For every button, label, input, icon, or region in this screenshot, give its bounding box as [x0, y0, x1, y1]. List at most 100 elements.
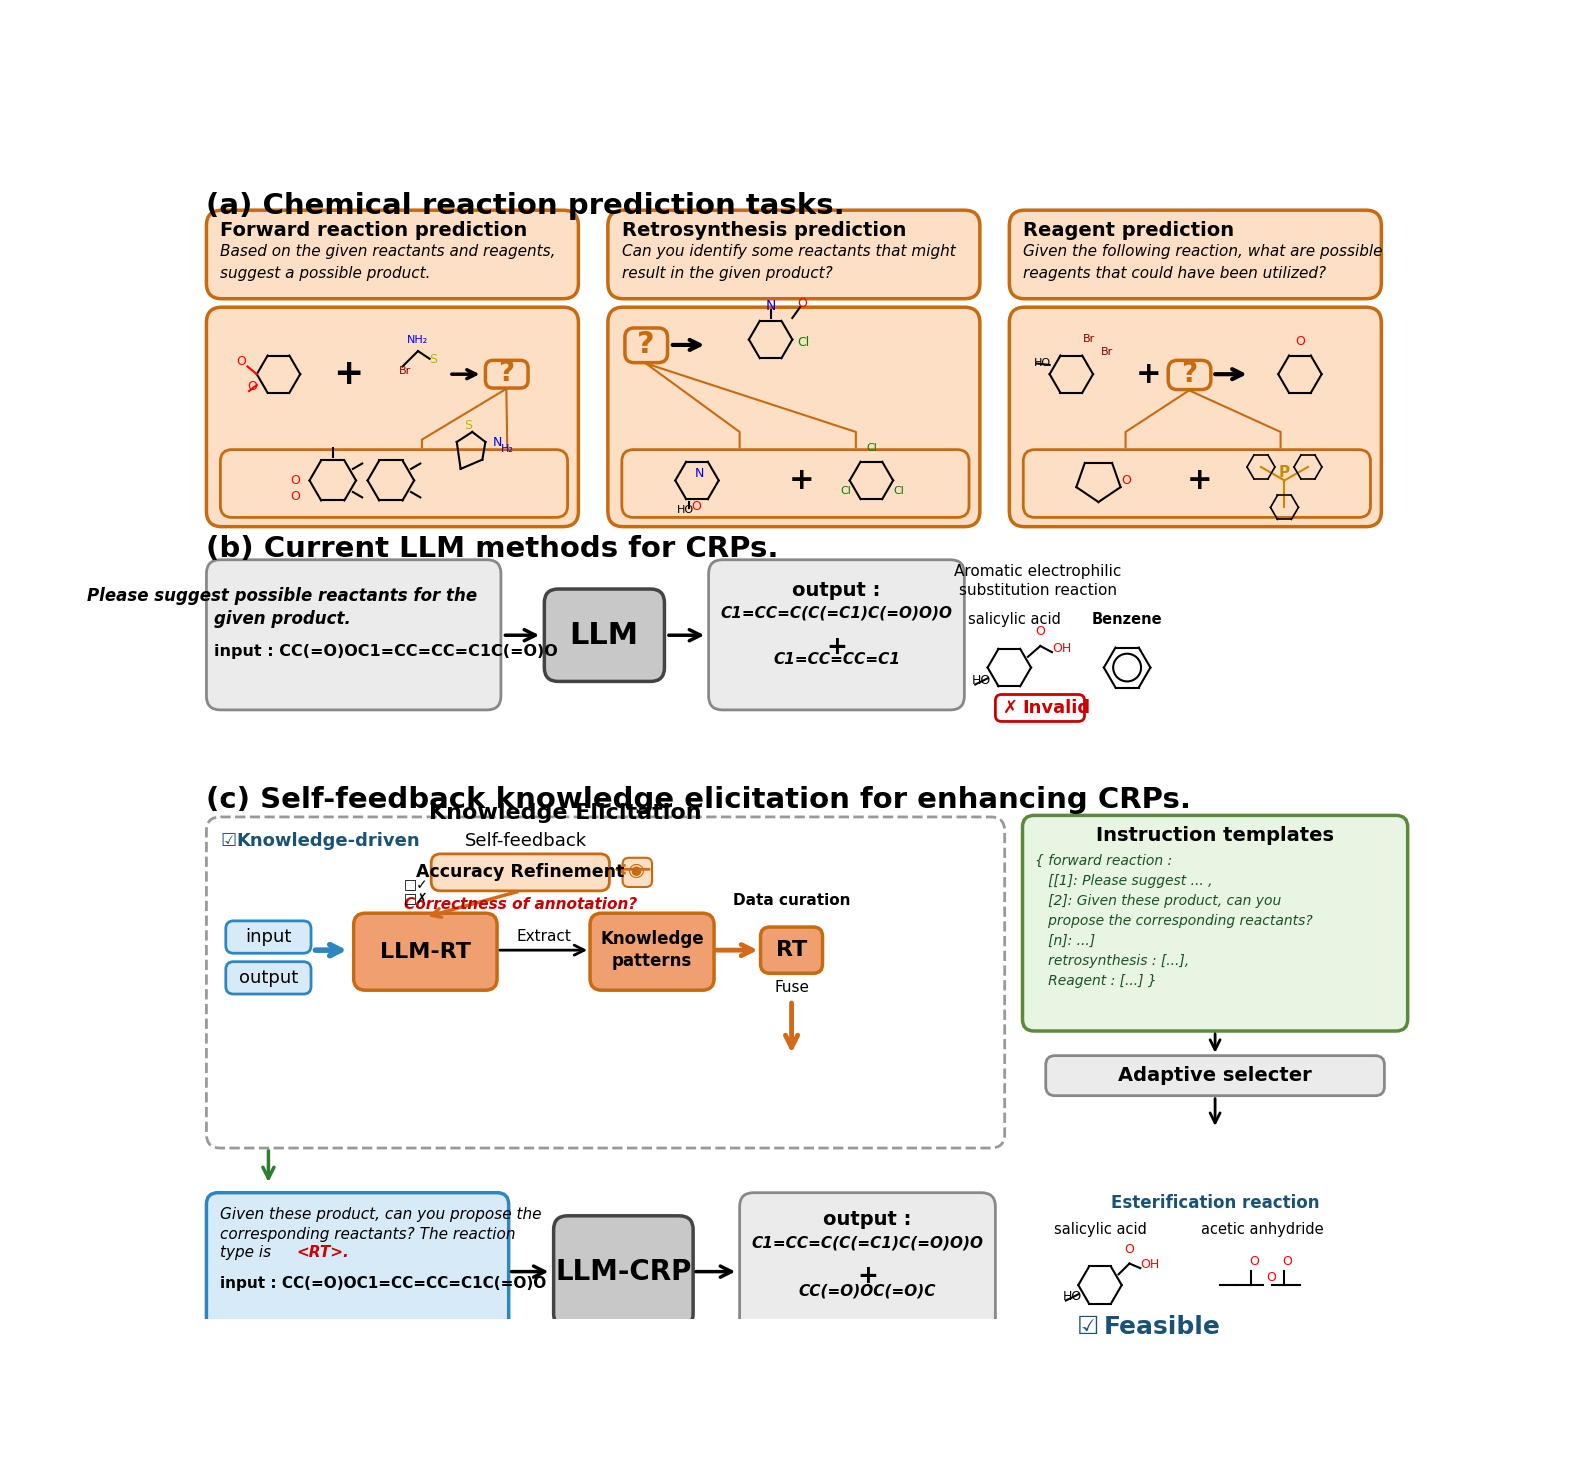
Text: Instruction templates: Instruction templates: [1096, 825, 1334, 845]
Text: Adaptive selecter: Adaptive selecter: [1118, 1066, 1312, 1085]
Text: ?: ?: [637, 330, 654, 360]
Text: O: O: [1282, 1255, 1292, 1269]
Text: Given these product, can you propose the: Given these product, can you propose the: [221, 1206, 542, 1221]
Text: Given the following reaction, what are possible
reagents that could have been ut: Given the following reaction, what are p…: [1023, 245, 1383, 282]
FancyBboxPatch shape: [1022, 815, 1408, 1031]
Text: H₂: H₂: [501, 445, 514, 453]
FancyBboxPatch shape: [431, 854, 609, 891]
Text: input : CC(=O)OC1=CC=CC=C1C(=O)O: input : CC(=O)OC1=CC=CC=C1C(=O)O: [214, 645, 558, 659]
Text: LLM-CRP: LLM-CRP: [555, 1258, 692, 1285]
Text: ◉: ◉: [628, 861, 645, 880]
Text: Invalid: Invalid: [1022, 698, 1091, 717]
Text: O: O: [290, 489, 300, 502]
Text: S: S: [429, 353, 438, 366]
Text: Data curation: Data curation: [733, 892, 850, 908]
FancyBboxPatch shape: [486, 360, 528, 388]
Text: O: O: [248, 379, 257, 393]
FancyBboxPatch shape: [760, 928, 823, 974]
Text: Reagent prediction: Reagent prediction: [1023, 221, 1235, 240]
Text: salicylic acid: salicylic acid: [1053, 1223, 1146, 1237]
FancyBboxPatch shape: [621, 449, 968, 517]
Text: Fuse: Fuse: [774, 980, 809, 996]
Text: { forward reaction :
   [[1]: Please suggest ... ,
   [2]: Given these product, : { forward reaction : [[1]: Please sugges…: [1035, 854, 1312, 988]
Text: type is: type is: [221, 1245, 276, 1260]
FancyBboxPatch shape: [226, 920, 311, 953]
Text: (a) Chemical reaction prediction tasks.: (a) Chemical reaction prediction tasks.: [207, 191, 845, 219]
Text: ?: ?: [1181, 360, 1197, 388]
Text: +: +: [1186, 465, 1213, 495]
Text: S: S: [465, 419, 473, 431]
Text: C1=CC=CC=C1: C1=CC=CC=C1: [773, 652, 900, 667]
Text: O: O: [1036, 625, 1046, 639]
FancyBboxPatch shape: [607, 210, 979, 299]
Text: Br: Br: [399, 366, 412, 376]
Text: Cl: Cl: [841, 486, 852, 496]
Text: ✗: ✗: [1003, 698, 1019, 717]
FancyBboxPatch shape: [207, 1193, 509, 1350]
FancyBboxPatch shape: [207, 307, 579, 526]
FancyBboxPatch shape: [590, 913, 714, 990]
FancyBboxPatch shape: [623, 858, 651, 888]
Text: given product.: given product.: [214, 609, 350, 628]
Text: CC(=O)OC(=O)C: CC(=O)OC(=O)C: [798, 1283, 937, 1298]
Text: LLM-RT: LLM-RT: [380, 941, 472, 962]
Text: ?: ?: [498, 359, 514, 387]
FancyBboxPatch shape: [221, 449, 568, 517]
Text: Extract: Extract: [516, 929, 571, 944]
Text: Based on the given reactants and reagents,
suggest a possible product.: Based on the given reactants and reagent…: [221, 245, 555, 282]
Text: NH₂: NH₂: [407, 335, 427, 345]
Text: Br: Br: [1101, 347, 1113, 357]
Text: O: O: [1121, 474, 1132, 488]
FancyBboxPatch shape: [544, 588, 664, 682]
Text: output :: output :: [823, 1209, 912, 1229]
Text: O: O: [1249, 1255, 1258, 1269]
Text: Br: Br: [1083, 333, 1094, 344]
Text: Esterification reaction: Esterification reaction: [1110, 1194, 1320, 1212]
Text: Knowledge
patterns: Knowledge patterns: [601, 931, 703, 971]
Text: OH: OH: [1052, 642, 1071, 655]
FancyBboxPatch shape: [740, 1193, 995, 1350]
Text: OH: OH: [1140, 1258, 1159, 1272]
Text: N: N: [694, 467, 703, 480]
FancyBboxPatch shape: [624, 328, 667, 363]
Text: output: output: [238, 969, 298, 987]
FancyBboxPatch shape: [607, 307, 979, 526]
Text: +: +: [333, 357, 363, 391]
Text: O: O: [692, 499, 702, 513]
Text: □✓: □✓: [404, 877, 429, 891]
FancyBboxPatch shape: [1009, 210, 1381, 299]
Text: O: O: [1266, 1272, 1276, 1285]
FancyBboxPatch shape: [207, 210, 579, 299]
Text: HO: HO: [971, 674, 992, 688]
FancyBboxPatch shape: [1046, 1055, 1385, 1095]
Text: Cl: Cl: [866, 443, 877, 453]
Text: +: +: [856, 1264, 878, 1288]
Text: Can you identify some reactants that might
result in the given product?: Can you identify some reactants that mig…: [621, 245, 956, 282]
FancyBboxPatch shape: [1169, 360, 1211, 390]
Text: corresponding reactants? The reaction: corresponding reactants? The reaction: [221, 1227, 516, 1242]
Text: <RT>.: <RT>.: [296, 1245, 349, 1260]
FancyBboxPatch shape: [1023, 449, 1370, 517]
Text: acetic anhydride: acetic anhydride: [1202, 1223, 1325, 1237]
Text: input: input: [246, 928, 292, 946]
Text: Self-feedback: Self-feedback: [465, 833, 587, 851]
FancyBboxPatch shape: [226, 962, 311, 994]
FancyBboxPatch shape: [1009, 307, 1381, 526]
Text: O: O: [237, 356, 246, 368]
Text: Cl: Cl: [798, 336, 811, 348]
Text: LLM: LLM: [569, 621, 639, 649]
Text: O: O: [290, 474, 300, 488]
Text: C1=CC=C(C(=C1)C(=O)O)O: C1=CC=C(C(=C1)C(=O)O)O: [752, 1235, 984, 1249]
Text: Retrosynthesis prediction: Retrosynthesis prediction: [621, 221, 907, 240]
Text: N: N: [494, 436, 503, 449]
Text: HO: HO: [1035, 359, 1052, 369]
Text: +: +: [788, 465, 814, 495]
Text: O: O: [1124, 1243, 1134, 1255]
Text: +: +: [1135, 360, 1162, 388]
Text: input : CC(=O)OC1=CC=CC=C1C(=O)O: input : CC(=O)OC1=CC=CC=C1C(=O)O: [221, 1276, 547, 1291]
Text: (b) Current LLM methods for CRPs.: (b) Current LLM methods for CRPs.: [207, 535, 779, 563]
Text: Aromatic electrophilic
substitution reaction: Aromatic electrophilic substitution reac…: [954, 563, 1121, 599]
Text: RT: RT: [776, 940, 807, 960]
FancyBboxPatch shape: [554, 1215, 694, 1328]
Text: ☑: ☑: [1077, 1316, 1099, 1340]
